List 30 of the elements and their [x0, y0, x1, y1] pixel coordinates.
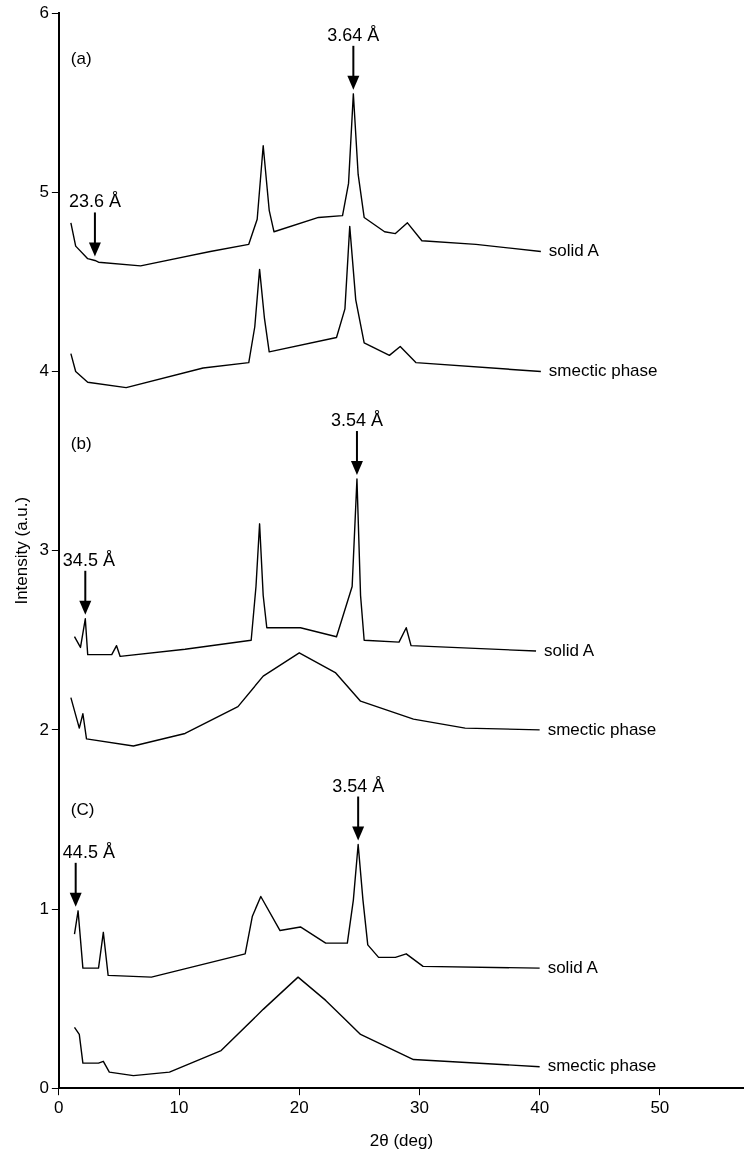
annotation: (a): [70, 48, 92, 68]
y-tick-label: 6: [39, 2, 49, 22]
x-tick-label: 40: [530, 1098, 550, 1118]
y-tick-label: 0: [39, 1077, 49, 1097]
y-tick-label: 4: [39, 361, 49, 381]
series-label: solid A: [548, 241, 600, 261]
x-axis-title: 2θ (deg): [369, 1131, 434, 1151]
x-tick-label: 0: [54, 1098, 64, 1118]
x-tick-label: 10: [169, 1098, 189, 1118]
y-tick-label: 3: [39, 540, 49, 560]
x-tick-label: 50: [650, 1098, 670, 1118]
annotation: 34.5 Å: [62, 549, 115, 570]
x-tick-label: 20: [289, 1098, 309, 1118]
x-tick-label: 30: [410, 1098, 429, 1118]
series-label: smectic phase: [547, 719, 657, 739]
annotation: 23.6 Å: [68, 191, 121, 212]
y-tick-label: 5: [39, 182, 49, 202]
annotation: (b): [70, 434, 92, 454]
annotation: 3.64 Å: [327, 24, 380, 45]
y-axis-title: Intensity (a.u.): [11, 496, 31, 605]
annotation: (C): [70, 799, 95, 819]
y-tick-label: 1: [39, 898, 49, 918]
annotation: 44.5 Å: [62, 841, 115, 862]
annotation: 3.54 Å: [330, 410, 383, 431]
y-tick-label: 2: [39, 719, 49, 739]
series-label: solid A: [544, 640, 595, 660]
annotation: 3.54 Å: [332, 775, 385, 796]
series-label: solid A: [547, 957, 599, 977]
series-label: smectic phase: [548, 361, 658, 381]
series-label: smectic phase: [547, 1056, 657, 1076]
